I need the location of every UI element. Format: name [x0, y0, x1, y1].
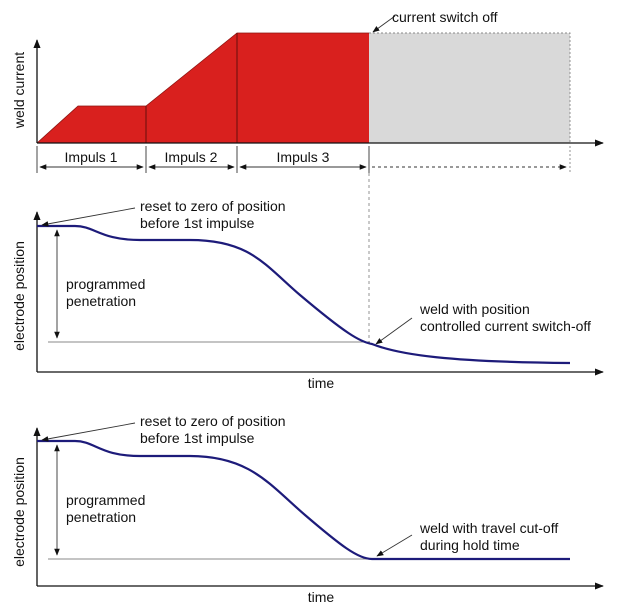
- impulse-1-label: Impuls 1: [65, 149, 118, 165]
- impulse-2-label: Impuls 2: [165, 149, 218, 165]
- position2-weld-label-2: during hold time: [420, 537, 520, 553]
- position2-reset-label-1: reset to zero of position: [140, 413, 286, 429]
- position1-weld-label-1: weld with position: [419, 301, 530, 317]
- position1-curve: [37, 224, 571, 365]
- position1-reset-label-2: before 1st impulse: [140, 215, 255, 231]
- position1-weld-label-2: controlled current switch-off: [420, 318, 591, 334]
- position2-penetration-label-2: penetration: [66, 509, 136, 525]
- switch-off-leader: [372, 15, 396, 33]
- hold-region-outline: [369, 32, 571, 143]
- impulse-3-label: Impuls 3: [277, 149, 330, 165]
- current-y-label: weld current: [11, 52, 27, 129]
- position1-reset-leader: [41, 207, 136, 227]
- position2-weld-label-1: weld with travel cut-off: [419, 520, 558, 536]
- switch-off-label: current switch off: [392, 9, 498, 25]
- position2-weld-leader: [376, 534, 413, 557]
- position2-reset-leader: [41, 422, 136, 442]
- position1-penetration-label-2: penetration: [66, 293, 136, 309]
- position1-y-label: electrode position: [11, 241, 27, 351]
- position2-penetration-label-1: programmed: [66, 492, 145, 508]
- current-panel: weld current current switch off Impuls 1…: [11, 9, 604, 342]
- position-panel-2: electrode position time programmed penet…: [11, 413, 604, 604]
- position-panel-1: electrode position time programmed penet…: [11, 198, 604, 391]
- position2-curve: [37, 439, 570, 561]
- position1-reset-label-1: reset to zero of position: [140, 198, 286, 214]
- position2-y-label: electrode position: [11, 457, 27, 567]
- position1-x-label: time: [308, 375, 335, 391]
- current-profile: [37, 33, 369, 143]
- position2-x-label: time: [308, 589, 335, 604]
- position2-reset-label-2: before 1st impulse: [140, 430, 255, 446]
- impulse-dimensions: Impuls 1 Impuls 2 Impuls 3: [36, 146, 571, 173]
- position1-penetration-label-1: programmed: [66, 276, 145, 292]
- position1-weld-leader: [375, 317, 413, 345]
- hold-region: [369, 33, 570, 143]
